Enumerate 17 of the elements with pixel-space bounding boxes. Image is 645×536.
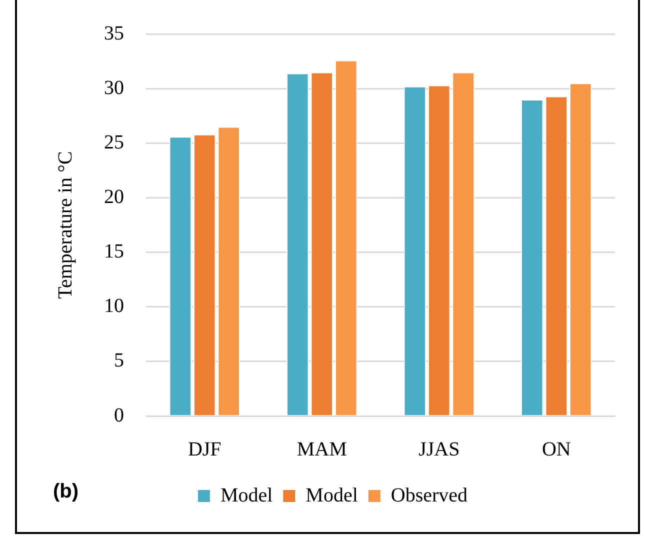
legend-label: Observed xyxy=(390,484,468,506)
y-tick-label: 0 xyxy=(114,404,124,426)
y-tick-label: 5 xyxy=(114,350,124,372)
x-tick-label: DJF xyxy=(188,438,222,460)
y-tick-label: 20 xyxy=(104,186,124,208)
x-tick-label: ON xyxy=(542,438,571,460)
y-tick-label: 15 xyxy=(104,240,124,263)
text: (b) xyxy=(53,480,79,503)
legend-label: Model xyxy=(220,484,274,506)
x-tick-label: JJAS xyxy=(418,438,460,460)
y-tick-label: 35 xyxy=(104,22,124,44)
y-tick-label: 30 xyxy=(104,76,124,99)
y-axis-title: Temperature in °C xyxy=(54,151,76,299)
x-tick-label: MAM xyxy=(296,438,348,460)
y-tick-label: 10 xyxy=(104,295,124,318)
y-tick-label: 25 xyxy=(104,131,124,154)
legend-label: Model xyxy=(306,484,358,506)
